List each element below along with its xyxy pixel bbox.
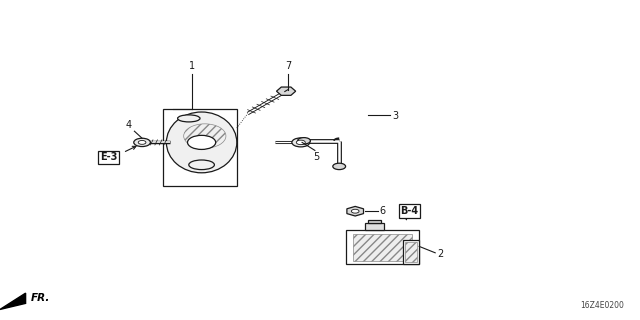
Circle shape: [138, 140, 146, 144]
Bar: [368, 220, 381, 223]
Bar: [346, 230, 419, 264]
Text: B-4: B-4: [401, 206, 419, 216]
Text: E-3: E-3: [100, 152, 118, 163]
Polygon shape: [276, 87, 296, 95]
Bar: [405, 242, 417, 262]
Circle shape: [134, 138, 150, 147]
Text: 4: 4: [125, 120, 131, 130]
Text: 5: 5: [314, 152, 320, 162]
Text: 7: 7: [285, 61, 291, 71]
Circle shape: [351, 209, 359, 213]
Bar: [365, 223, 384, 230]
Ellipse shape: [178, 115, 200, 122]
Circle shape: [188, 135, 216, 149]
Bar: [403, 240, 419, 264]
Text: 16Z4E0200: 16Z4E0200: [580, 301, 624, 310]
Text: 3: 3: [392, 111, 399, 121]
Polygon shape: [347, 206, 364, 216]
Text: 1: 1: [189, 61, 195, 71]
Text: FR.: FR.: [31, 292, 50, 303]
Text: 2: 2: [437, 249, 444, 259]
Ellipse shape: [166, 112, 237, 173]
Polygon shape: [0, 293, 26, 309]
Ellipse shape: [189, 160, 214, 170]
Text: 6: 6: [380, 206, 386, 216]
Bar: [163, 109, 237, 186]
Bar: [353, 234, 412, 261]
Circle shape: [292, 138, 310, 147]
Circle shape: [333, 163, 346, 170]
Circle shape: [298, 138, 310, 144]
Circle shape: [296, 140, 305, 145]
